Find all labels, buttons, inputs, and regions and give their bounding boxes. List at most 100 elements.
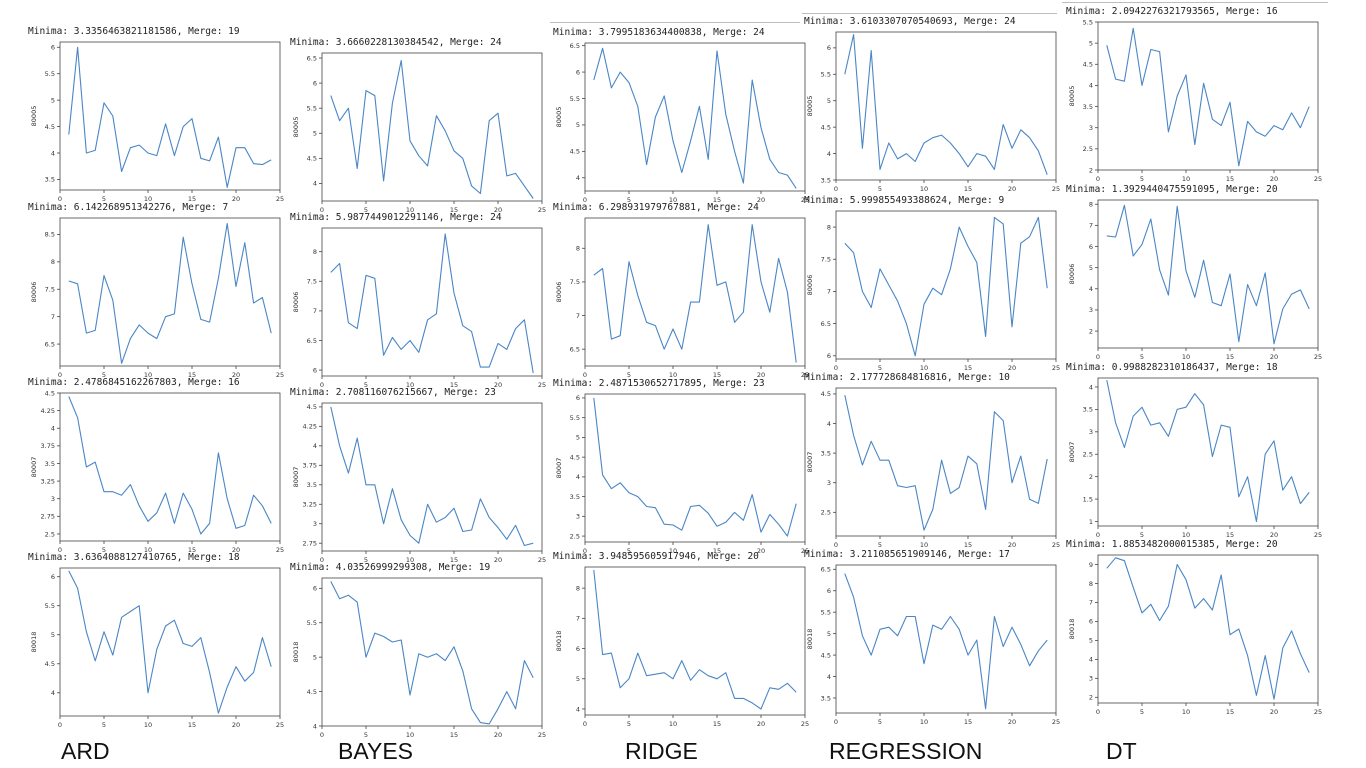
y-tick-label: 3 <box>51 495 55 503</box>
plot-frame <box>59 567 281 717</box>
x-tick-label: 5 <box>1140 175 1144 183</box>
divider-line <box>1062 2 1328 3</box>
y-axis-label: 80005 <box>555 107 563 128</box>
x-tick-label: 15 <box>1226 353 1234 361</box>
x-tick-label: 20 <box>232 195 240 203</box>
y-axis-label: 80005 <box>806 96 814 117</box>
y-tick-label: 4 <box>313 442 317 450</box>
data-line <box>593 397 797 537</box>
x-tick-label: 10 <box>669 371 677 379</box>
y-tick-label: 5.5 <box>570 414 580 422</box>
y-axis-label: 80018 <box>30 632 38 653</box>
y-tick-label: 7 <box>51 313 55 321</box>
x-tick-label: 0 <box>583 547 587 555</box>
chart-panel: Minima: 2.4871530652717895, Merge: 23 0 5 1… <box>553 378 813 562</box>
line-chart: 0 5 10 15 20 25 6 6.5 7 7.5 8 80006 <box>806 210 1060 372</box>
line-chart: 0 5 10 15 20 25 4 5 6 7 8 80018 <box>555 566 809 728</box>
chart-panel: Minima: 1.3929440475591095, Merge: 20 0 5 1… <box>1066 184 1326 368</box>
plot-frame <box>1097 377 1319 527</box>
x-tick-label: 15 <box>713 371 721 379</box>
x-tick-label: 0 <box>58 195 62 203</box>
y-tick-label: 3 <box>1089 675 1093 683</box>
y-tick-label: 5.5 <box>307 104 317 112</box>
x-tick-label: 10 <box>144 195 152 203</box>
y-tick-label: 8 <box>51 258 55 266</box>
line-chart: 0 5 10 15 20 25 2.5 2.75 3 3.25 3.5 3.75 4 4.25 4.5 800… <box>30 389 284 554</box>
x-tick-label: 10 <box>1182 531 1190 539</box>
x-tick-label: 25 <box>801 196 809 204</box>
line-chart: 0 5 10 15 20 25 2 3 4 5 6 7 8 80006 <box>1068 199 1322 361</box>
y-tick-label: 2.75 <box>303 540 317 548</box>
y-tick-label: 4 <box>576 705 580 713</box>
column-label-ard: ARD <box>61 738 110 764</box>
plot-frame <box>321 402 543 552</box>
x-tick-label: 10 <box>920 718 928 726</box>
data-line <box>1106 204 1310 345</box>
y-tick-label: 7 <box>1089 599 1093 607</box>
column-label-regression: REGRESSION <box>829 738 983 764</box>
x-tick-label: 5 <box>102 371 106 379</box>
data-line <box>1106 27 1310 167</box>
x-tick-label: 0 <box>320 556 324 564</box>
column-label-ridge: RIDGE <box>625 738 698 764</box>
y-tick-label: 4.5 <box>307 688 317 696</box>
y-tick-label: 2 <box>1089 166 1093 174</box>
line-chart: 0 5 10 15 20 25 6 6.5 7 7.5 8 80006 <box>292 227 546 389</box>
y-tick-label: 6 <box>1089 243 1093 251</box>
y-tick-label: 5.5 <box>1083 18 1093 26</box>
x-tick-label: 20 <box>1270 353 1278 361</box>
line-chart: 0 5 10 15 20 25 4 4.5 5 5.5 6 6.5 80005 <box>292 52 546 214</box>
y-tick-label: 3 <box>1089 306 1093 314</box>
y-tick-label: 5.5 <box>307 619 317 627</box>
x-tick-label: 5 <box>878 364 882 372</box>
chart-panel: Minima: 3.6660228130384542, Merge: 24 0 5 1… <box>290 37 550 221</box>
y-tick-label: 4 <box>51 425 55 433</box>
y-tick-label: 5 <box>576 675 580 683</box>
chart-panel: Minima: 3.7995183634400838, Merge: 24 0 5 1… <box>553 27 813 211</box>
chart-title: Minima: 3.6660228130384542, Merge: 24 <box>290 37 502 48</box>
chart-panel: Minima: 4.03526999299308, Merge: 19 0 5 10 1… <box>290 562 550 746</box>
y-tick-label: 3.5 <box>570 493 580 501</box>
x-tick-label: 5 <box>102 546 106 554</box>
chart-title: Minima: 4.03526999299308, Merge: 19 <box>290 562 491 573</box>
x-tick-label: 15 <box>713 196 721 204</box>
y-tick-label: 4 <box>1089 656 1093 664</box>
y-tick-label: 2.5 <box>45 530 55 538</box>
chart-title: Minima: 2.0942276321793565, Merge: 16 <box>1066 6 1278 17</box>
x-tick-label: 0 <box>1096 708 1100 716</box>
line-chart: 0 5 10 15 20 25 4 4.5 5 5.5 6 80018 <box>30 567 284 729</box>
data-line <box>68 396 272 535</box>
y-axis-label: 80007 <box>292 467 300 488</box>
x-tick-label: 15 <box>713 547 721 555</box>
chart-panel: Minima: 5.9877449012291146, Merge: 24 0 5 1… <box>290 212 550 396</box>
x-tick-label: 5 <box>364 556 368 564</box>
y-tick-label: 6.5 <box>307 337 317 345</box>
x-tick-label: 20 <box>757 371 765 379</box>
y-tick-label: 5 <box>1089 264 1093 272</box>
x-tick-label: 10 <box>144 721 152 729</box>
y-tick-label: 3 <box>576 513 580 521</box>
y-tick-label: 4 <box>51 689 55 697</box>
y-tick-label: 5 <box>827 630 831 638</box>
y-tick-label: 7.5 <box>821 256 831 264</box>
plot-frame <box>584 566 806 716</box>
x-tick-label: 10 <box>1182 175 1190 183</box>
chart-panel: Minima: 3.6364088127410765, Merge: 18 0 5 1… <box>28 552 288 736</box>
y-tick-label: 6 <box>51 44 55 52</box>
y-tick-label: 4 <box>827 150 831 158</box>
y-tick-label: 3.5 <box>821 176 831 184</box>
plot-frame <box>1097 21 1319 171</box>
y-tick-label: 7 <box>576 615 580 623</box>
y-tick-label: 8 <box>313 248 317 256</box>
y-tick-label: 3.5 <box>821 449 831 457</box>
y-tick-label: 6 <box>1089 618 1093 626</box>
y-tick-label: 6 <box>576 68 580 76</box>
y-tick-label: 5 <box>51 96 55 104</box>
x-tick-label: 25 <box>276 195 284 203</box>
chart-panel: Minima: 2.0942276321793565, Merge: 16 0 5 1… <box>1066 6 1326 190</box>
x-tick-label: 25 <box>801 547 809 555</box>
x-tick-label: 25 <box>538 381 546 389</box>
plot-frame <box>1097 199 1319 349</box>
x-tick-label: 25 <box>801 371 809 379</box>
x-tick-label: 0 <box>58 546 62 554</box>
